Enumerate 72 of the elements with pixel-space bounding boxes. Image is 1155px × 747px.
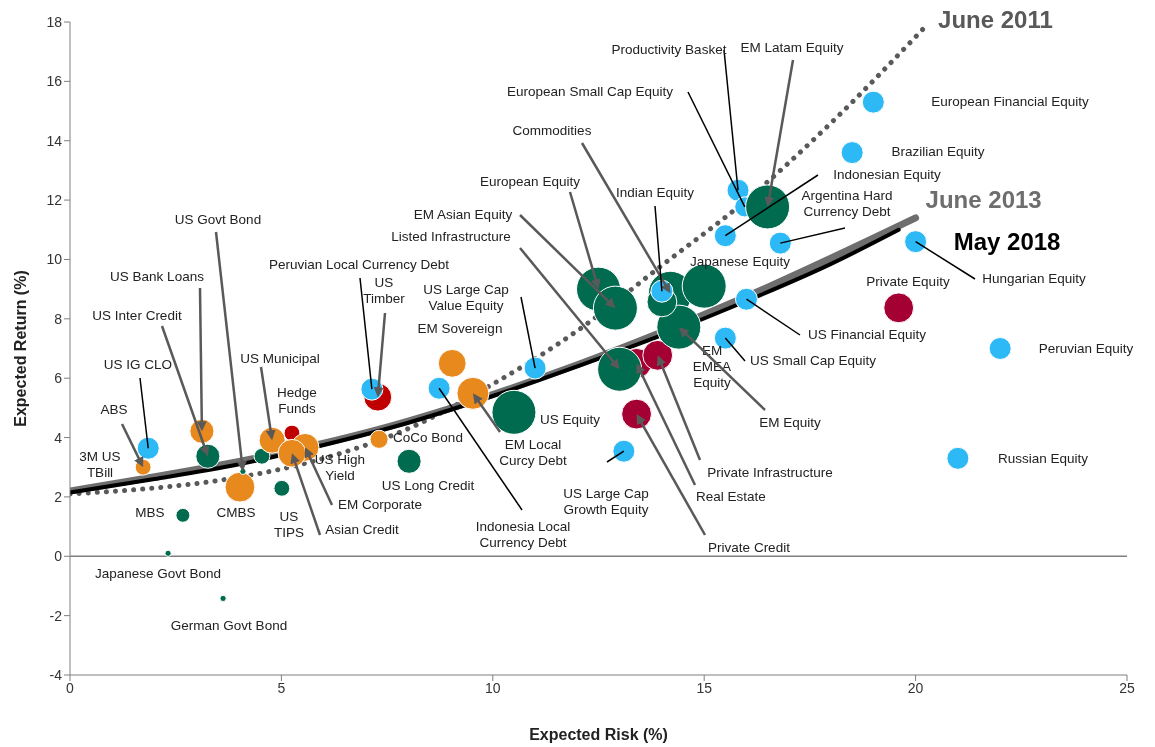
annotation: Hungarian Equity	[982, 271, 1087, 286]
x-tick-label: 10	[485, 679, 501, 696]
annotation: Russian Equity	[997, 451, 1089, 466]
y-tick-label: 8	[54, 310, 63, 327]
x-tick-label: 15	[696, 679, 713, 696]
annotation: CoCo Bond	[393, 430, 463, 445]
annotation: Indonesian Equity	[833, 167, 941, 182]
annotation: Private Credit	[708, 540, 791, 555]
annotation: Listed Infrastructure	[391, 229, 511, 244]
x-tick-label: 0	[66, 679, 75, 696]
annotation: Peruvian Local Currency Debt	[268, 257, 450, 272]
annotation: US Govt Bond	[174, 212, 262, 227]
annotation: EM Asian Equity	[413, 207, 513, 222]
annotation: European Financial Equity	[931, 94, 1090, 109]
annotation: Indian Equity	[615, 185, 695, 200]
annotation: Productivity Basket	[611, 42, 727, 57]
annotation: US Municipal	[240, 351, 320, 366]
annotation: US Small Cap Equity	[749, 353, 877, 368]
annotation: US Equity	[539, 412, 601, 427]
y-axis-title: Expected Return (%)	[12, 270, 29, 427]
annotation: US Large Cap Growth Equity	[563, 486, 649, 517]
annotation: Private Equity	[866, 274, 950, 289]
annotation: EM Local Curcy Debt	[499, 437, 567, 468]
annotation: US Financial Equity	[808, 327, 927, 342]
annotation: Argentina Hard Currency Debt	[801, 188, 893, 219]
y-tick-label: 18	[46, 13, 63, 30]
annotation: US Timber	[363, 275, 406, 306]
annotation: CMBS	[216, 505, 256, 520]
annotation: ABS	[100, 402, 128, 417]
annotation: US IG CLO	[103, 357, 173, 372]
annotation: European Equity	[480, 174, 581, 189]
y-tick-label: -2	[49, 607, 63, 624]
annotation: Japanese Equity	[690, 254, 791, 269]
x-axis-title: Expected Risk (%)	[529, 726, 668, 743]
annotation: Real Estate	[696, 489, 766, 504]
y-tick-label: 2	[54, 488, 63, 505]
y-tick-label: 14	[46, 132, 63, 149]
x-tick-label: 5	[277, 679, 286, 696]
annotation: US High Yield	[314, 452, 366, 483]
annotation: Commodities	[512, 123, 592, 138]
annotation: US Large Cap Value Equity	[423, 282, 509, 313]
annotation: European Small Cap Equity	[507, 84, 674, 99]
annotation: German Govt Bond	[170, 618, 288, 633]
annotation: EM Equity	[759, 415, 822, 430]
text: May 2018	[953, 227, 1061, 255]
annotation: Hedge Funds	[277, 385, 317, 416]
series-label: June 2013	[925, 185, 1042, 213]
y-tick-label: -4	[49, 666, 63, 683]
annotation: 3M US TBill	[79, 449, 121, 480]
y-tick-label: 4	[54, 429, 63, 446]
y-tick-label: 12	[46, 192, 63, 209]
annotation: US TIPS	[273, 509, 305, 540]
annotation: Japanese Govt Bond	[94, 566, 222, 581]
x-tick-label: 25	[1119, 679, 1135, 696]
x-tick-label: 20	[907, 679, 924, 696]
annotation: US Long Credit	[381, 478, 475, 493]
annotation: Peruvian Equity	[1038, 341, 1134, 356]
annotation: EM Sovereign	[417, 321, 503, 336]
annotation: Brazilian Equity	[891, 144, 985, 159]
y-tick-label: 6	[54, 370, 63, 387]
annotation: US Inter Credit	[92, 308, 182, 323]
y-tick-label: 10	[46, 251, 63, 268]
y-tick-label: 16	[46, 73, 63, 90]
annotation: EM Latam Equity	[740, 40, 844, 55]
annotation: MBS	[135, 505, 165, 520]
annotation: US Bank Loans	[110, 269, 205, 284]
annotation: Asian Credit	[325, 522, 400, 537]
annotation: Private Infrastructure	[707, 465, 833, 480]
y-tick-label: 0	[54, 548, 63, 565]
series-label: June 2011	[938, 5, 1053, 33]
annotation: Indonesia Local Currency Debt	[475, 519, 571, 550]
annotation: EM Corporate	[337, 497, 423, 512]
